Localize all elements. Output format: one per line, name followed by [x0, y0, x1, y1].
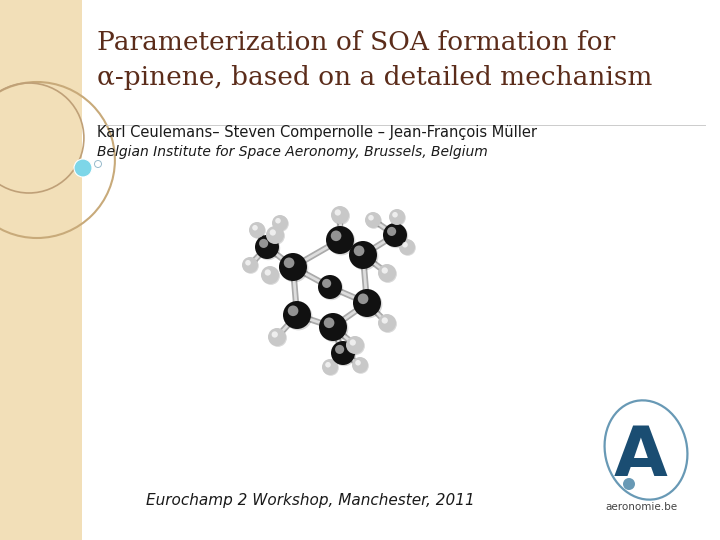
Circle shape: [392, 212, 397, 218]
Circle shape: [269, 230, 276, 235]
Circle shape: [353, 289, 381, 317]
Circle shape: [335, 210, 341, 215]
Circle shape: [346, 336, 364, 354]
Circle shape: [331, 206, 349, 224]
Circle shape: [74, 159, 92, 177]
Circle shape: [250, 223, 266, 239]
Circle shape: [275, 218, 281, 224]
Circle shape: [261, 266, 279, 284]
Bar: [0, 0, 82, 540]
Circle shape: [347, 337, 365, 355]
Circle shape: [402, 242, 408, 247]
Circle shape: [358, 293, 369, 304]
Circle shape: [335, 345, 344, 354]
Circle shape: [249, 222, 265, 238]
Circle shape: [242, 257, 258, 273]
Circle shape: [265, 269, 271, 275]
Circle shape: [354, 291, 382, 319]
Circle shape: [379, 265, 397, 283]
Circle shape: [320, 314, 348, 342]
Circle shape: [354, 246, 364, 256]
Circle shape: [366, 213, 382, 229]
Text: α-pinene, based on a detailed mechanism: α-pinene, based on a detailed mechanism: [97, 65, 652, 90]
Circle shape: [319, 276, 343, 300]
Circle shape: [284, 302, 312, 330]
Circle shape: [322, 359, 338, 375]
Circle shape: [379, 315, 397, 333]
Circle shape: [322, 279, 331, 288]
Text: Eurochamp 2 Workshop, Manchester, 2011: Eurochamp 2 Workshop, Manchester, 2011: [145, 493, 474, 508]
Circle shape: [331, 341, 355, 365]
Circle shape: [355, 360, 361, 366]
Circle shape: [266, 226, 284, 244]
Circle shape: [382, 267, 388, 274]
Circle shape: [268, 328, 286, 346]
Circle shape: [256, 236, 280, 260]
Circle shape: [255, 235, 279, 259]
Circle shape: [273, 216, 289, 232]
Circle shape: [365, 212, 381, 228]
Circle shape: [243, 258, 258, 274]
Circle shape: [330, 231, 341, 241]
Circle shape: [262, 267, 280, 285]
Circle shape: [271, 332, 278, 338]
Circle shape: [288, 306, 298, 316]
Circle shape: [279, 253, 307, 281]
Circle shape: [252, 225, 258, 231]
Circle shape: [332, 342, 356, 366]
Circle shape: [382, 318, 388, 323]
Circle shape: [272, 215, 288, 231]
Text: aeronomie.be: aeronomie.be: [605, 502, 677, 512]
Circle shape: [267, 227, 285, 245]
Circle shape: [350, 339, 356, 346]
Circle shape: [319, 313, 347, 341]
Circle shape: [387, 227, 396, 236]
Text: Parameterization of SOA formation for: Parameterization of SOA formation for: [97, 30, 616, 55]
Circle shape: [623, 478, 635, 490]
Circle shape: [326, 226, 354, 254]
Circle shape: [384, 224, 408, 248]
Text: A: A: [614, 423, 668, 490]
Circle shape: [318, 275, 342, 299]
Circle shape: [378, 314, 396, 332]
Circle shape: [284, 258, 294, 268]
Circle shape: [332, 207, 350, 225]
Text: Belgian Institute for Space Aeronomy, Brussels, Belgium: Belgian Institute for Space Aeronomy, Br…: [97, 145, 487, 159]
Circle shape: [246, 260, 251, 266]
Circle shape: [328, 227, 356, 255]
Circle shape: [368, 215, 374, 220]
Circle shape: [269, 329, 287, 347]
Circle shape: [383, 223, 407, 247]
Circle shape: [353, 358, 369, 374]
Circle shape: [351, 242, 379, 271]
Circle shape: [400, 240, 416, 256]
Circle shape: [389, 209, 405, 225]
Circle shape: [323, 360, 339, 376]
Circle shape: [283, 301, 311, 329]
Circle shape: [378, 264, 396, 282]
Circle shape: [349, 241, 377, 269]
Circle shape: [325, 362, 330, 368]
Text: Karl Ceulemans– Steven Compernolle – Jean-François Müller: Karl Ceulemans– Steven Compernolle – Jea…: [97, 125, 537, 140]
Circle shape: [390, 210, 406, 226]
Circle shape: [259, 239, 268, 248]
Circle shape: [352, 357, 368, 373]
Circle shape: [324, 318, 334, 328]
Circle shape: [399, 239, 415, 255]
Circle shape: [280, 254, 308, 282]
